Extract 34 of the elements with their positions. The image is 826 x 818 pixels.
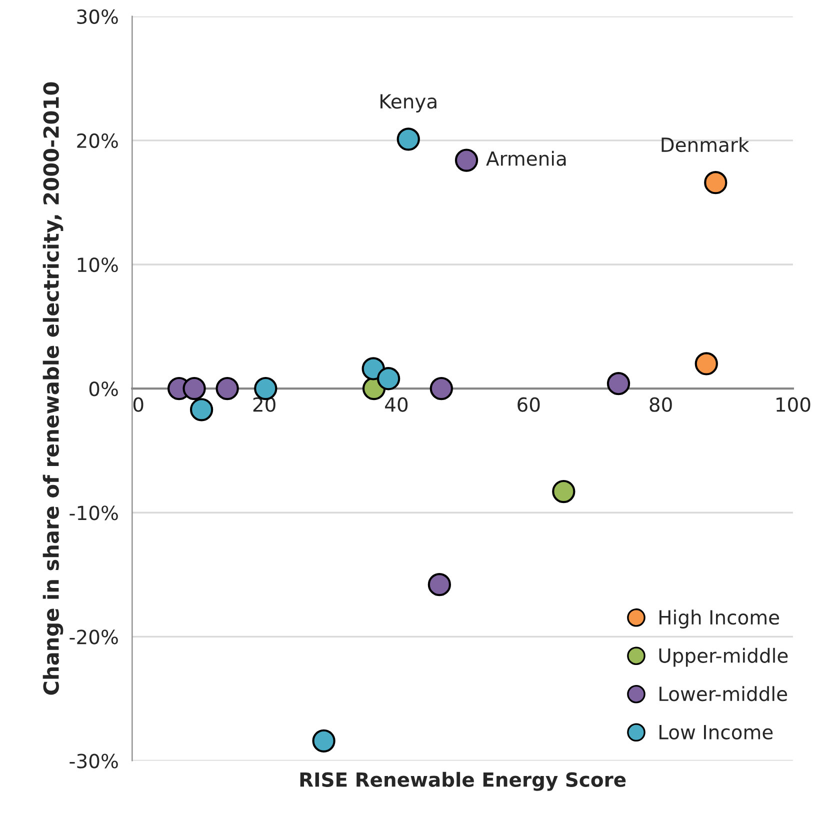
point xyxy=(190,398,214,422)
point xyxy=(428,572,452,596)
x-tick-label: 40 xyxy=(385,397,408,412)
legend-label: Low Income xyxy=(660,725,773,740)
x-tick-label: 80 xyxy=(650,397,672,412)
x-tick-label: 100 xyxy=(776,397,810,412)
y-tick-label: 20% xyxy=(77,133,118,148)
point xyxy=(182,376,206,400)
legend-label: Upper-middle xyxy=(659,648,788,667)
annotation: Kenya xyxy=(380,94,436,112)
point xyxy=(312,729,336,752)
point xyxy=(552,480,576,504)
point xyxy=(454,148,478,172)
point xyxy=(694,352,718,376)
point xyxy=(430,376,453,400)
y-tick-label: 0% xyxy=(89,382,118,396)
x-tick-label: 60 xyxy=(518,397,540,412)
y-tick-label: -30% xyxy=(70,754,118,768)
legend-label: Lower-middle xyxy=(660,686,788,702)
point xyxy=(216,376,239,400)
y-tick-label: 30% xyxy=(77,9,118,24)
annotation: Armenia xyxy=(486,150,566,166)
point xyxy=(396,128,420,151)
annotation: Denmark xyxy=(662,137,750,152)
point xyxy=(606,372,630,396)
legend-label: High Income xyxy=(660,610,780,628)
y-axis-title: Change in share of renewable electricity, 2000-2010 xyxy=(42,82,64,695)
point xyxy=(704,171,728,194)
y-tick-label: -20% xyxy=(70,630,118,644)
point xyxy=(376,367,400,390)
x-tick-label: 0 xyxy=(133,397,144,412)
y-tick-label: 10% xyxy=(78,257,118,272)
x-axis-title: RISE Renewable Energy Score xyxy=(300,772,626,791)
y-tick-label: -10% xyxy=(70,506,118,520)
